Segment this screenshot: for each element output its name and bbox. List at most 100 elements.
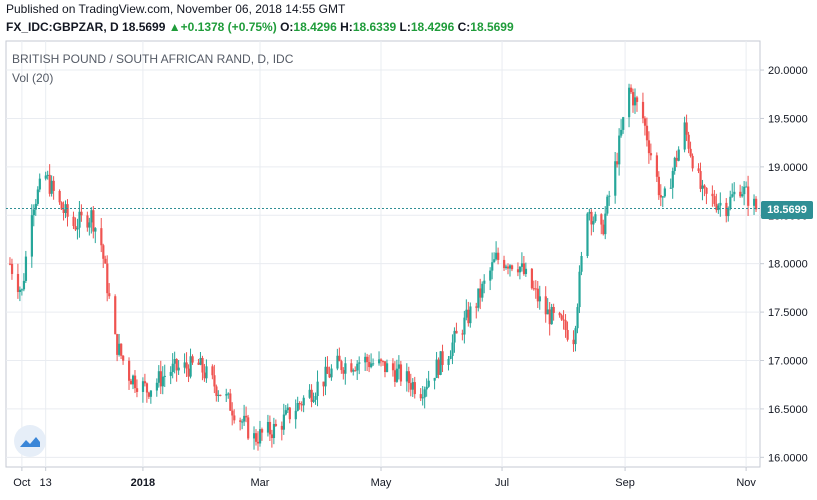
candle xyxy=(383,361,387,378)
candle xyxy=(141,377,145,403)
candle xyxy=(177,360,180,375)
candle xyxy=(294,399,297,429)
candle xyxy=(260,427,264,441)
tradingview-logo-icon[interactable] xyxy=(14,425,46,457)
candle xyxy=(655,152,659,183)
candle xyxy=(618,128,621,176)
candle xyxy=(66,199,69,227)
change-value: +0.1378 (+0.75%) xyxy=(180,20,277,34)
candle xyxy=(143,373,147,387)
candle xyxy=(590,209,593,236)
candle xyxy=(215,384,218,402)
candle xyxy=(135,379,139,398)
high-label: H: xyxy=(340,20,353,34)
candle xyxy=(60,201,63,210)
candle xyxy=(441,344,444,373)
candle xyxy=(205,359,208,383)
y-tick-label: 18.0000 xyxy=(768,259,808,271)
candle xyxy=(633,88,637,114)
candle xyxy=(481,281,484,302)
candle xyxy=(753,194,756,215)
candle xyxy=(399,360,403,386)
candle xyxy=(683,116,686,153)
candle xyxy=(147,391,151,399)
candle xyxy=(691,153,694,172)
candle xyxy=(382,360,385,366)
time-axis[interactable]: Oct 13 2018 Mar May Jul Sep Nov xyxy=(13,467,756,489)
candle xyxy=(185,352,188,377)
candle xyxy=(378,351,381,366)
candle xyxy=(435,351,438,379)
candle xyxy=(316,370,319,407)
candle xyxy=(78,200,81,238)
candle xyxy=(475,302,478,319)
candle xyxy=(302,395,305,413)
candle xyxy=(433,377,436,390)
x-tick-label: Jul xyxy=(495,477,509,489)
candle xyxy=(366,353,369,372)
candle xyxy=(574,325,577,352)
candle xyxy=(661,196,664,208)
candle xyxy=(578,265,581,314)
candle xyxy=(122,355,125,365)
candle xyxy=(530,268,534,290)
candle xyxy=(586,212,589,259)
candle xyxy=(173,351,176,374)
candle xyxy=(155,378,158,397)
candle xyxy=(340,359,343,374)
candle xyxy=(8,257,12,266)
candle xyxy=(10,258,14,280)
candle xyxy=(203,363,206,382)
chart-title: BRITISH POUND / SOUTH AFRICAN RAND, D, I… xyxy=(12,52,294,66)
candle xyxy=(699,162,702,193)
candle xyxy=(175,358,178,382)
candle xyxy=(46,170,49,180)
candle xyxy=(675,150,678,168)
candle xyxy=(38,173,41,193)
candle xyxy=(247,414,250,441)
candle xyxy=(284,405,287,416)
candle xyxy=(391,358,395,377)
candle xyxy=(467,301,470,327)
quote-line: FX_IDC:GBPZAR, D 18.5699 ▲+0.1378 (+0.75… xyxy=(6,20,514,34)
candle xyxy=(604,206,607,240)
candle xyxy=(243,404,246,426)
candle xyxy=(106,255,109,302)
candle xyxy=(118,333,121,357)
candle xyxy=(217,390,220,402)
candle xyxy=(594,211,597,223)
price-axis[interactable]: 20.000019.500019.000018.500018.000017.50… xyxy=(760,65,808,464)
candle xyxy=(491,252,494,280)
candle xyxy=(671,167,674,199)
candle xyxy=(108,283,111,299)
candle xyxy=(364,352,367,371)
candle xyxy=(455,322,458,334)
candle xyxy=(516,262,520,277)
candle xyxy=(397,355,401,380)
candle xyxy=(338,347,341,362)
candle xyxy=(298,401,301,410)
candle xyxy=(550,303,553,325)
candle xyxy=(729,190,732,211)
candle xyxy=(407,366,410,393)
low-label: L: xyxy=(399,20,411,34)
volume-indicator-label[interactable]: Vol (20) xyxy=(12,71,54,85)
candle xyxy=(266,414,270,437)
candle xyxy=(201,355,204,381)
candle xyxy=(310,384,313,408)
close-label: C: xyxy=(457,20,471,34)
candle xyxy=(602,219,605,236)
candle xyxy=(669,178,672,189)
candle xyxy=(614,152,617,204)
candle xyxy=(508,264,512,277)
candle xyxy=(673,156,676,175)
candle xyxy=(114,294,117,335)
candle xyxy=(495,241,498,261)
candle xyxy=(100,218,103,253)
candle xyxy=(171,353,174,379)
candle xyxy=(255,429,258,446)
candle xyxy=(657,171,661,200)
candle xyxy=(534,280,537,299)
candle xyxy=(44,171,47,181)
